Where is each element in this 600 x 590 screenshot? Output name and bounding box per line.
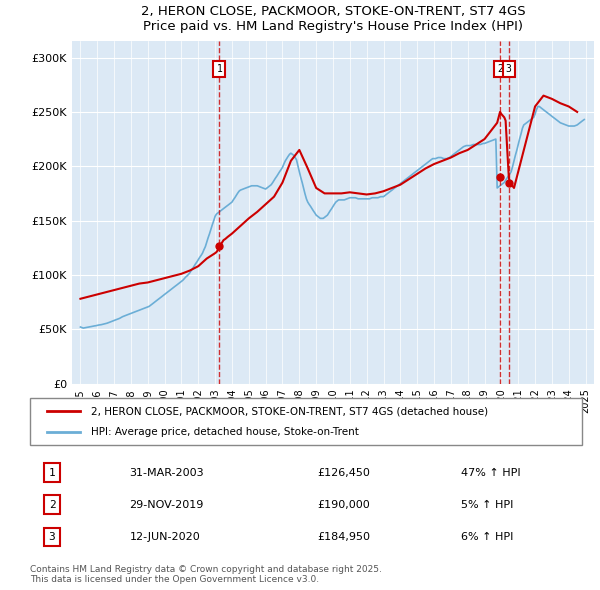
Text: 31-MAR-2003: 31-MAR-2003 — [130, 468, 204, 478]
Text: 6% ↑ HPI: 6% ↑ HPI — [461, 532, 513, 542]
Text: 2: 2 — [49, 500, 55, 510]
Text: 3: 3 — [506, 64, 512, 74]
Text: HPI: Average price, detached house, Stoke-on-Trent: HPI: Average price, detached house, Stok… — [91, 427, 359, 437]
Text: 1: 1 — [49, 468, 55, 478]
FancyBboxPatch shape — [30, 398, 582, 445]
Text: £190,000: £190,000 — [317, 500, 370, 510]
Text: 5% ↑ HPI: 5% ↑ HPI — [461, 500, 513, 510]
Text: £184,950: £184,950 — [317, 532, 370, 542]
Title: 2, HERON CLOSE, PACKMOOR, STOKE-ON-TRENT, ST7 4GS
Price paid vs. HM Land Registr: 2, HERON CLOSE, PACKMOOR, STOKE-ON-TRENT… — [140, 5, 526, 33]
Text: 1: 1 — [217, 64, 222, 74]
Text: 3: 3 — [49, 532, 55, 542]
Text: 2: 2 — [497, 64, 503, 74]
Text: 2, HERON CLOSE, PACKMOOR, STOKE-ON-TRENT, ST7 4GS (detached house): 2, HERON CLOSE, PACKMOOR, STOKE-ON-TRENT… — [91, 407, 488, 417]
Text: £126,450: £126,450 — [317, 468, 370, 478]
Text: Contains HM Land Registry data © Crown copyright and database right 2025.
This d: Contains HM Land Registry data © Crown c… — [30, 565, 382, 584]
Text: 29-NOV-2019: 29-NOV-2019 — [130, 500, 204, 510]
Text: 12-JUN-2020: 12-JUN-2020 — [130, 532, 200, 542]
Text: 47% ↑ HPI: 47% ↑ HPI — [461, 468, 520, 478]
